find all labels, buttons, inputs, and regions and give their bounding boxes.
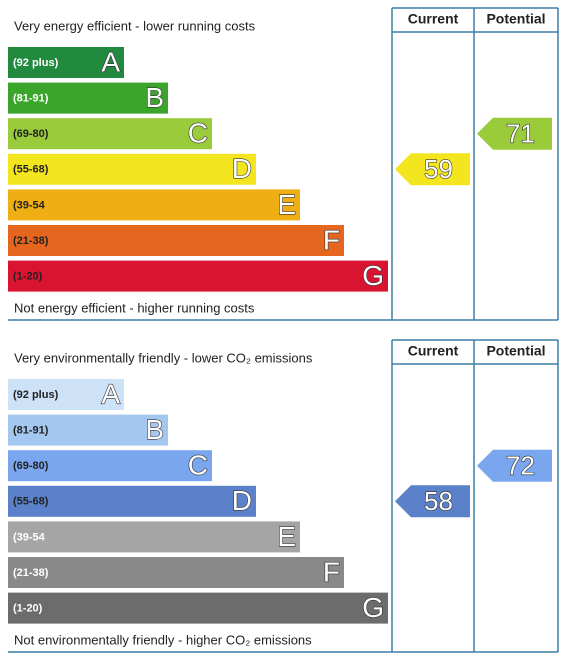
rating-arrow [477, 449, 552, 482]
column-header: Current [408, 11, 459, 27]
band-range: (21-38) [13, 235, 49, 247]
band-range: (55-68) [13, 164, 49, 176]
band-range: (39-54 [13, 199, 46, 211]
band-range: (92 plus) [13, 57, 59, 69]
band-letter: B [145, 414, 164, 445]
band-range: (69-80) [13, 460, 49, 472]
band-bar [8, 153, 256, 185]
band-range: (92 plus) [13, 389, 59, 401]
band-range: (55-68) [13, 496, 49, 508]
band-bar [8, 82, 168, 114]
column-header: Potential [486, 11, 545, 27]
rating-value: 71 [506, 119, 535, 149]
band-letter: G [362, 592, 384, 623]
rating-arrow [395, 485, 470, 518]
bottom-caption: Not environmentally friendly - higher CO… [14, 632, 312, 647]
band-letter: C [188, 450, 208, 481]
band-letter: B [145, 82, 164, 113]
band-bar [8, 260, 388, 292]
band-letter: D [232, 153, 252, 184]
rating-value: 72 [506, 451, 535, 481]
band-letter: F [323, 224, 340, 255]
band-range: (81-91) [13, 425, 49, 437]
band-range: (1-20) [13, 271, 43, 283]
rating-arrow [477, 117, 552, 150]
band-bar [8, 118, 212, 150]
rating-arrow [395, 153, 470, 186]
band-letter: E [277, 521, 296, 552]
band-bar [8, 414, 168, 446]
rating-value: 58 [424, 486, 453, 516]
band-bar [8, 592, 388, 624]
band-letter: C [188, 118, 208, 149]
band-range: (21-38) [13, 567, 49, 579]
band-bar [8, 557, 344, 588]
band-bar [8, 450, 212, 482]
band-bar [8, 485, 256, 517]
band-range: (69-80) [13, 128, 49, 140]
column-header: Potential [486, 343, 545, 359]
band-range: (39-54 [13, 531, 46, 543]
rating-value: 59 [424, 154, 453, 184]
bottom-caption: Not energy efficient - higher running co… [14, 300, 255, 315]
band-bar [8, 225, 344, 256]
band-bar [8, 47, 124, 78]
band-letter: A [101, 46, 120, 77]
band-letter: A [101, 378, 120, 409]
band-letter: G [362, 260, 384, 291]
band-range: (81-91) [13, 93, 49, 105]
column-header: Current [408, 343, 459, 359]
band-range: (1-20) [13, 603, 43, 615]
band-letter: E [277, 189, 296, 220]
band-letter: D [232, 485, 252, 516]
top-caption: Very environmentally friendly - lower CO… [14, 350, 313, 365]
band-bar [8, 379, 124, 410]
top-caption: Very energy efficient - lower running co… [14, 18, 256, 33]
band-letter: F [323, 556, 340, 587]
band-bar [8, 189, 300, 221]
band-bar [8, 521, 300, 553]
